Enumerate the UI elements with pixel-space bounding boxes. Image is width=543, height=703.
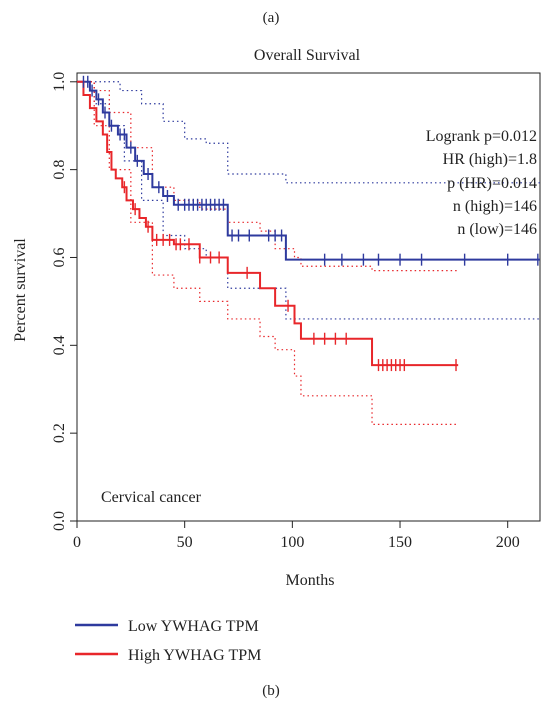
- y-tick-label: 0.2: [51, 423, 68, 443]
- confidence-bands: [77, 81, 540, 425]
- censor-marks: [82, 75, 539, 372]
- y-tick-label: 0.0: [51, 511, 68, 531]
- x-axis-label: Months: [286, 572, 335, 589]
- cancer-type-annotation: Cervical cancer: [101, 489, 202, 506]
- stat-logrank: Logrank p=0.012: [426, 128, 537, 145]
- axes: 0 50 100 150 200 0.0 0.2 0.4 0.6 0.8 1.0: [51, 72, 541, 551]
- y-tick-label: 0.8: [51, 160, 68, 180]
- ci-upper-high: [77, 81, 459, 272]
- x-tick-label: 200: [496, 534, 520, 551]
- x-tick-label: 0: [73, 534, 81, 551]
- plot-frame: [76, 72, 541, 522]
- survival-curve-high: [77, 80, 459, 367]
- y-tick-label: 0.6: [51, 247, 68, 267]
- legend-label-high: High YWHAG TPM: [128, 647, 261, 664]
- figure-caption-a: (a): [263, 10, 280, 26]
- figure-caption-b: (b): [262, 683, 280, 699]
- stat-n-low: n (low)=146: [457, 221, 537, 238]
- ci-lower-low: [77, 81, 540, 320]
- ci-lower-high: [77, 81, 459, 425]
- y-axis-label: Percent survival: [12, 238, 29, 342]
- stat-p-hr: p (HR)=0.014: [447, 175, 537, 192]
- x-tick-label: 50: [177, 534, 193, 551]
- stat-hr: HR (high)=1.8: [443, 151, 537, 168]
- x-tick-label: 150: [388, 534, 412, 551]
- ci-upper-low: [77, 81, 540, 184]
- legend-label-low: Low YWHAG TPM: [128, 618, 259, 635]
- legend: Low YWHAG TPM High YWHAG TPM: [75, 618, 261, 664]
- stat-n-high: n (high)=146: [453, 198, 537, 215]
- stats-block: Logrank p=0.012 HR (high)=1.8 p (HR)=0.0…: [426, 128, 537, 238]
- chart-title: Overall Survival: [254, 47, 361, 64]
- y-tick-label: 0.4: [51, 335, 68, 355]
- x-tick-label: 100: [280, 534, 304, 551]
- y-tick-label: 1.0: [51, 72, 68, 92]
